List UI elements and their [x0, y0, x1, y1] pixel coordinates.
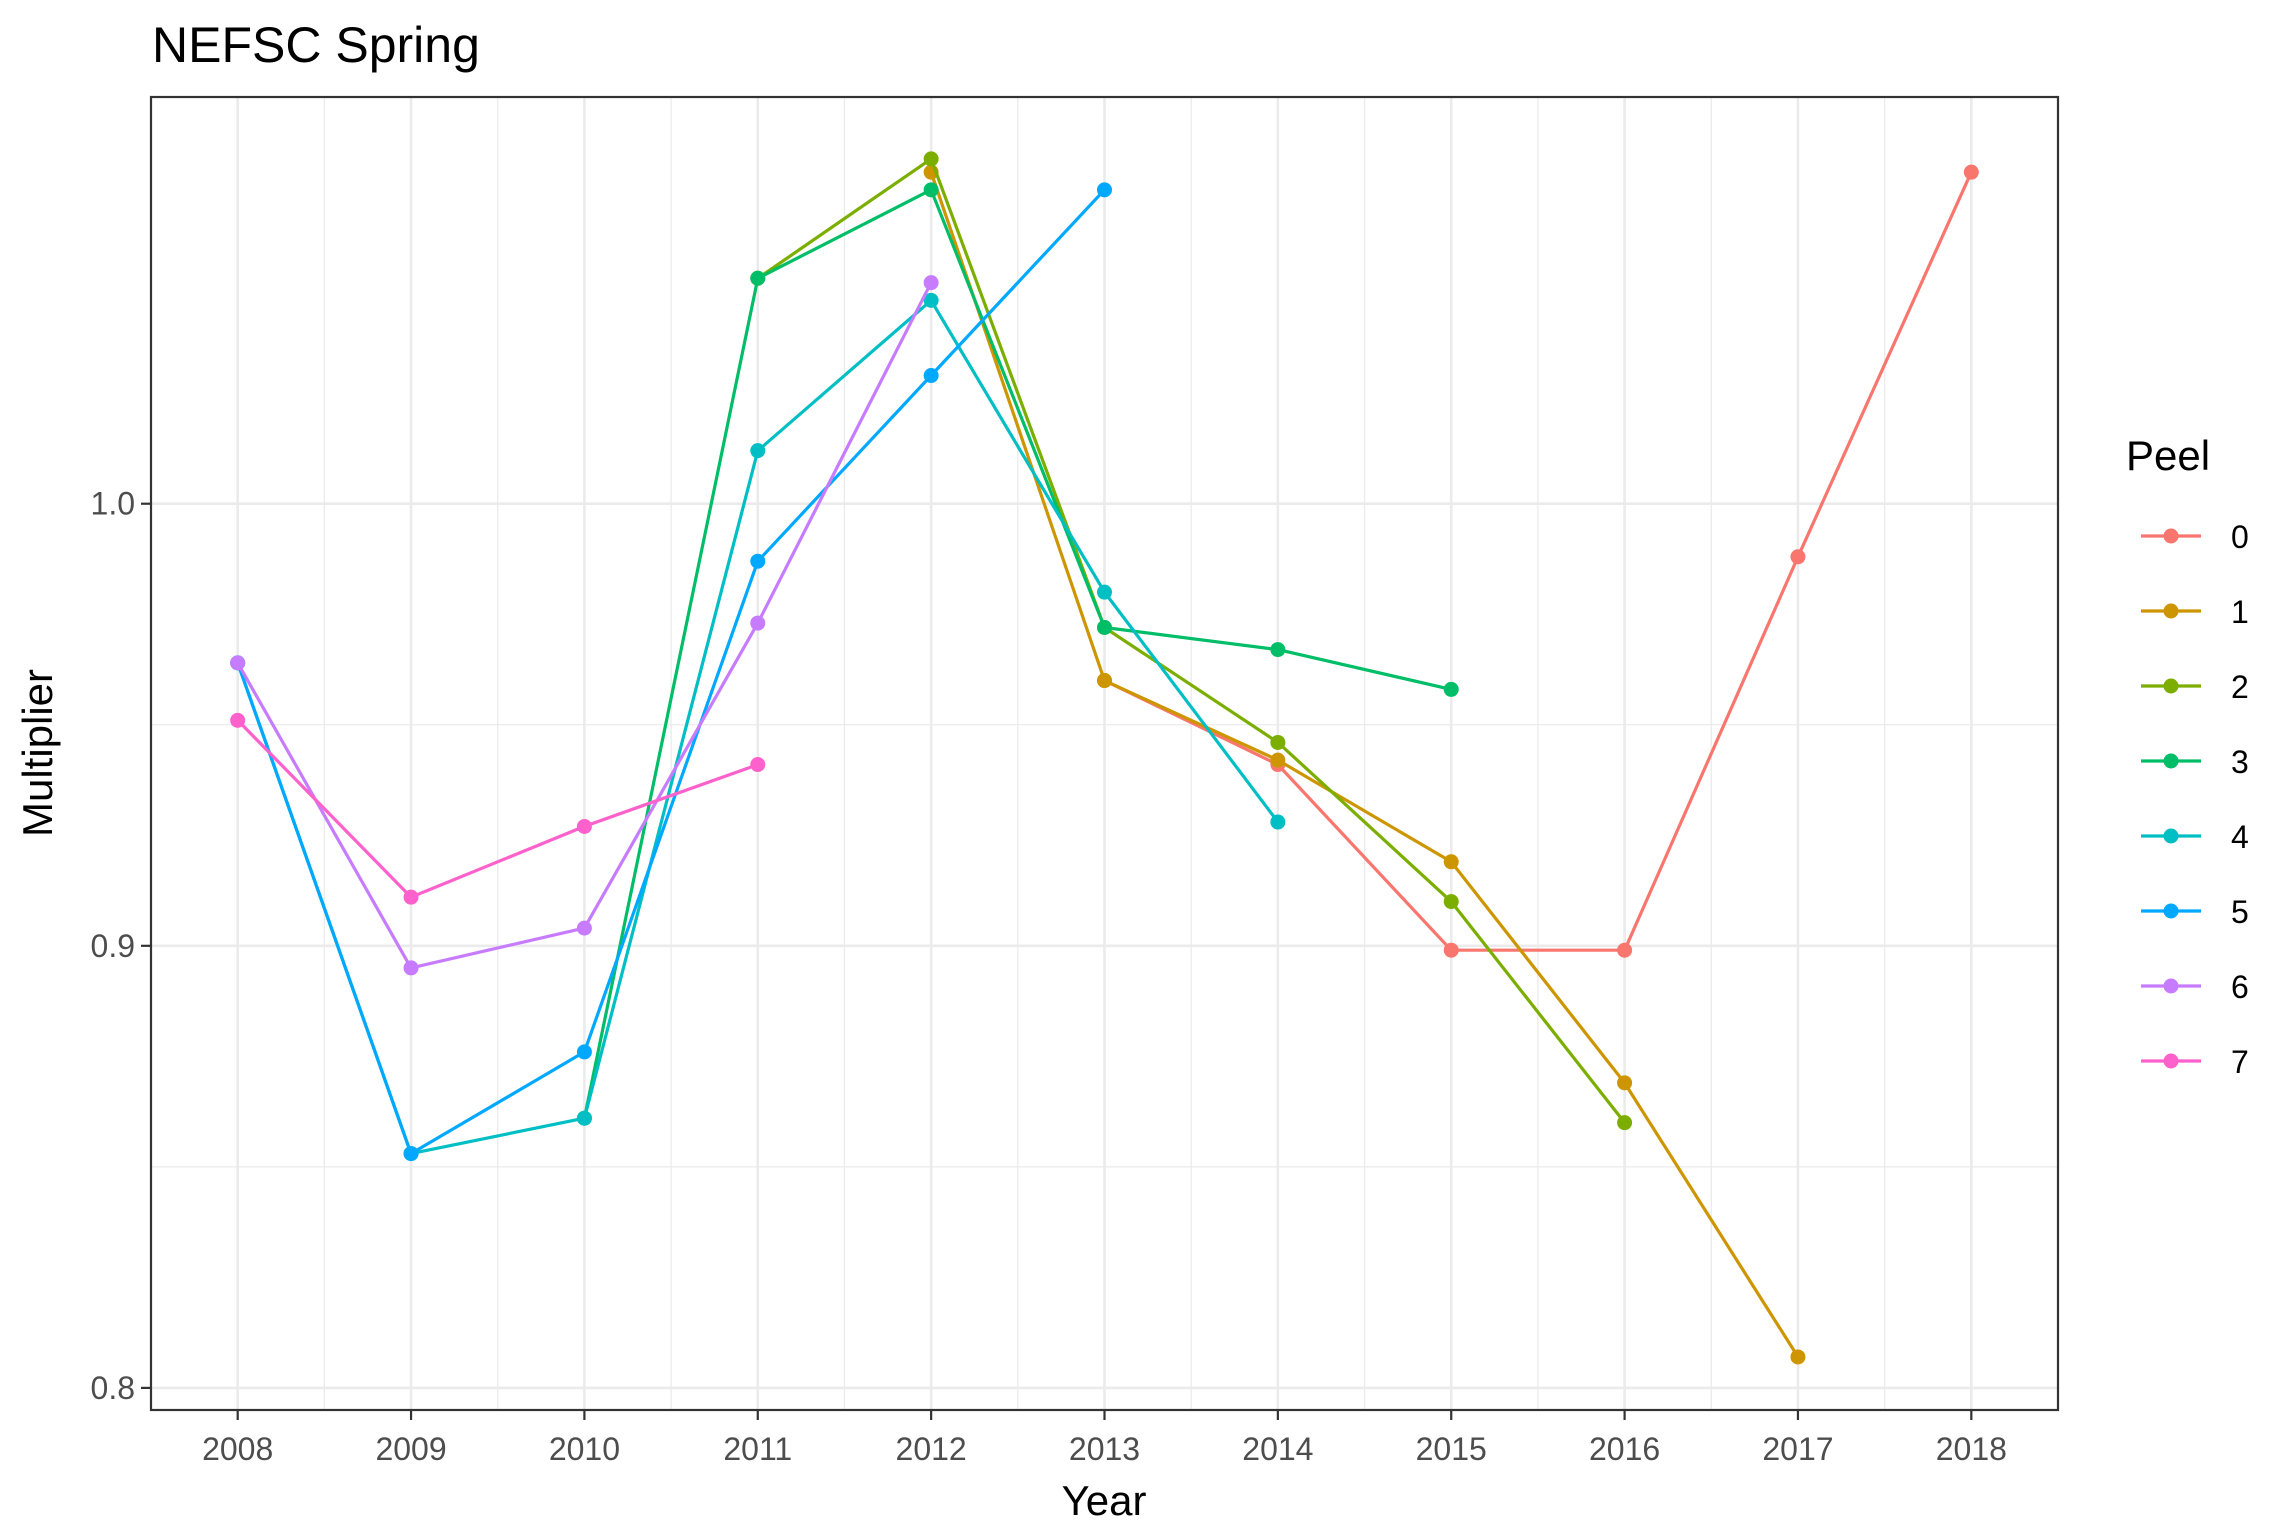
- legend-label: 4: [2231, 819, 2249, 855]
- x-axis-title: Year: [1062, 1477, 1147, 1524]
- legend-item-0: 0: [2141, 519, 2249, 555]
- x-tick-label: 2015: [1416, 1431, 1487, 1467]
- legend-title: Peel: [2126, 432, 2210, 479]
- x-tick-label: 2017: [1762, 1431, 1833, 1467]
- data-point-3: [1270, 642, 1286, 658]
- legend-label: 1: [2231, 594, 2249, 630]
- legend: Peel 0 1 2 3 4 5 6 7: [2126, 432, 2249, 1080]
- legend-key-point: [2163, 678, 2179, 694]
- legend-label: 0: [2231, 519, 2249, 555]
- y-tick-label: 0.8: [91, 1370, 135, 1406]
- series-line-0: [1103, 171, 1973, 952]
- data-point-5: [403, 1146, 419, 1162]
- grid: [151, 97, 2058, 1410]
- data-point-7: [403, 889, 419, 905]
- data-point-5: [576, 1044, 592, 1060]
- x-tick-label: 2018: [1936, 1431, 2007, 1467]
- legend-item-5: 5: [2141, 894, 2249, 930]
- data-point-0: [1963, 164, 1979, 180]
- data-point-4: [923, 292, 939, 308]
- data-point-0: [1443, 942, 1459, 958]
- x-tick-label: 2016: [1589, 1431, 1660, 1467]
- data-point-0: [1790, 549, 1806, 565]
- legend-key-point: [2163, 978, 2179, 994]
- data-point-7: [576, 818, 592, 834]
- legend-label: 7: [2231, 1044, 2249, 1080]
- x-tick-label: 2014: [1242, 1431, 1313, 1467]
- axes: 2008 2009 2010 2011 2012 2013 2014 2015 2016 2017…: [91, 486, 2007, 1467]
- y-axis-title: Multiplier: [14, 669, 61, 837]
- data-point-4: [750, 443, 766, 459]
- data-point-5: [923, 368, 939, 384]
- legend-item-2: 2: [2141, 669, 2249, 705]
- x-tick-label: 2011: [723, 1431, 792, 1467]
- data-point-6: [403, 960, 419, 976]
- legend-key-point: [2163, 903, 2179, 919]
- data-point-4: [1270, 814, 1286, 830]
- data-point-1: [1790, 1349, 1806, 1365]
- x-tick-label: 2013: [1069, 1431, 1140, 1467]
- x-tick-label: 2009: [375, 1431, 446, 1467]
- legend-key-point: [2163, 828, 2179, 844]
- legend-label: 5: [2231, 894, 2249, 930]
- series-7: [230, 712, 766, 905]
- series-line-2: [756, 157, 1626, 1124]
- legend-item-3: 3: [2141, 744, 2249, 780]
- y-tick-label: 1.0: [91, 486, 135, 522]
- data-point-4: [1097, 584, 1112, 600]
- legend-item-6: 6: [2141, 969, 2249, 1005]
- legend-label: 2: [2231, 669, 2249, 705]
- data-point-1: [1097, 673, 1112, 689]
- data-point-3: [750, 270, 766, 286]
- data-point-1: [1443, 854, 1459, 870]
- data-point-3: [1443, 681, 1459, 697]
- series-line-5: [236, 188, 1106, 1156]
- legend-item-1: 1: [2141, 594, 2249, 630]
- data-point-0: [1617, 942, 1633, 958]
- data-point-6: [230, 655, 246, 671]
- chart-title: NEFSC Spring: [152, 17, 480, 73]
- data-point-6: [750, 615, 766, 631]
- data-point-3: [923, 182, 939, 198]
- legend-label: 3: [2231, 744, 2249, 780]
- data-point-6: [923, 275, 939, 291]
- legend-item-7: 7: [2141, 1044, 2249, 1080]
- x-tick-label: 2010: [549, 1431, 620, 1467]
- data-point-2: [1617, 1115, 1633, 1131]
- legend-key-point: [2163, 753, 2179, 769]
- legend-item-4: 4: [2141, 819, 2249, 855]
- data-point-7: [230, 712, 246, 728]
- legend-key-point: [2163, 528, 2179, 544]
- series-6: [230, 275, 939, 976]
- legend-key-point: [2163, 1053, 2179, 1069]
- x-tick-label: 2012: [896, 1431, 967, 1467]
- data-point-6: [576, 920, 592, 936]
- series-line-7: [236, 719, 759, 899]
- data-point-2: [1270, 734, 1286, 750]
- data-point-5: [750, 553, 766, 569]
- x-tick-label: 2008: [202, 1431, 273, 1467]
- series-line-3: [582, 188, 1452, 1119]
- data-point-7: [750, 757, 766, 773]
- y-tick-label: 0.9: [91, 928, 135, 964]
- series-line-1: [929, 171, 1800, 1358]
- data-point-2: [1443, 894, 1459, 910]
- data-point-4: [576, 1110, 592, 1126]
- legend-label: 6: [2231, 969, 2249, 1005]
- data-point-1: [1270, 752, 1286, 768]
- data-point-1: [1617, 1075, 1633, 1091]
- data-point-2: [923, 151, 939, 167]
- series-layer: [230, 151, 1979, 1365]
- data-point-5: [1097, 182, 1112, 198]
- data-point-3: [1097, 620, 1112, 636]
- legend-key-point: [2163, 603, 2179, 619]
